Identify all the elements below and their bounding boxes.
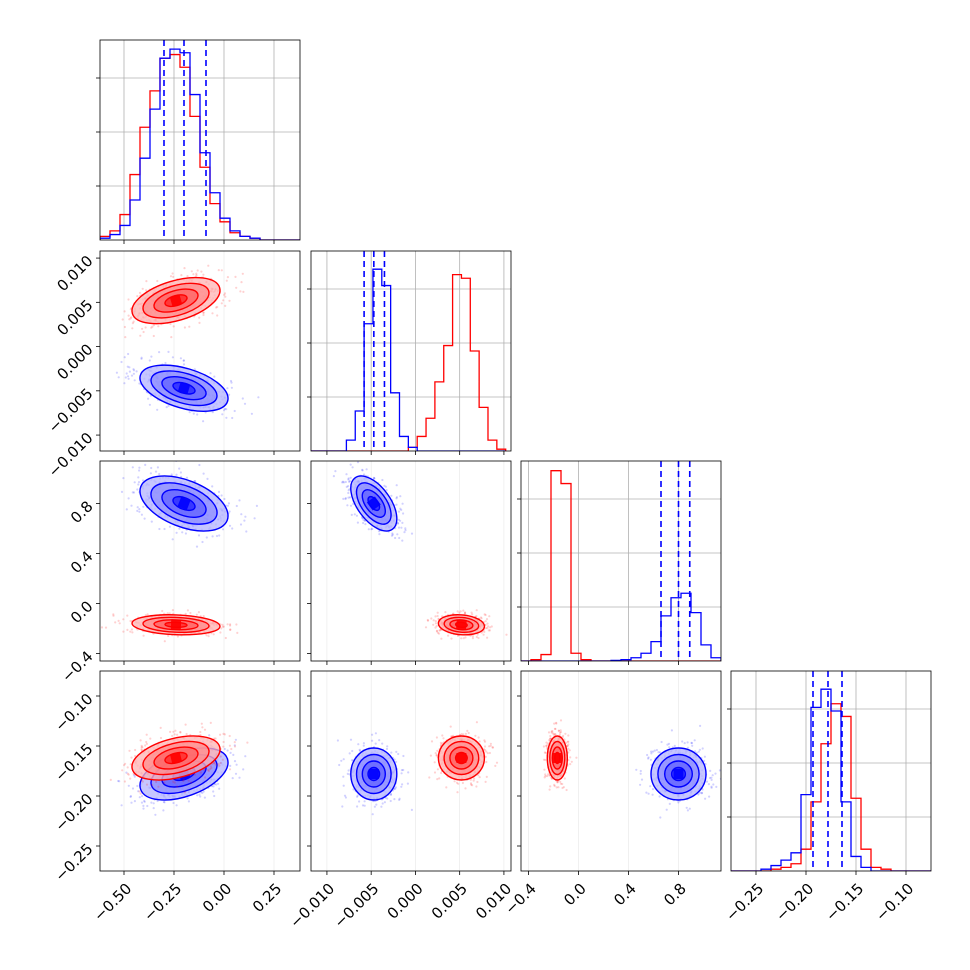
x-tick-label: 0.4	[610, 880, 640, 910]
y-tick-label: −0.20	[51, 790, 96, 835]
x-tick-label: 0.25	[249, 880, 285, 916]
x-tick-label: 0.000	[384, 880, 427, 923]
panel-frame	[520, 670, 722, 872]
panel-2-1	[310, 460, 512, 662]
histogram-blue	[311, 268, 506, 451]
panel-3-2	[520, 670, 722, 872]
panel-frame	[310, 250, 512, 452]
x-tick-label: −0.25	[722, 880, 767, 925]
y-tick-label: 0.010	[53, 252, 96, 295]
y-tick-label: −0.25	[51, 840, 96, 885]
histogram-red	[311, 273, 507, 451]
histogram-blue	[521, 592, 721, 661]
panel-1-0	[99, 250, 301, 452]
y-tick-label: −0.10	[51, 690, 96, 735]
x-tick-label: −0.25	[140, 880, 185, 925]
panel-frame	[310, 670, 512, 872]
x-tick-label: 0.00	[199, 880, 235, 916]
panel-frame	[99, 460, 301, 662]
x-tick-label: −0.20	[772, 880, 817, 925]
y-tick-label: 0.4	[67, 547, 97, 577]
contours-red	[437, 614, 486, 636]
x-tick-label: 0.0	[560, 880, 590, 910]
histogram-blue	[731, 688, 931, 871]
contours-red	[131, 276, 221, 325]
y-tick-label: 0.000	[53, 340, 96, 383]
contours-blue	[350, 747, 398, 801]
panel-2-0	[99, 460, 301, 662]
panel-0-0	[99, 39, 301, 241]
contours-blue	[650, 747, 707, 801]
panel-frame	[99, 670, 301, 872]
histogram-blue	[100, 48, 300, 240]
panel-2-2	[520, 460, 722, 662]
y-tick-label: 0.0	[67, 597, 97, 627]
panel-3-1	[310, 670, 512, 872]
x-tick-label: 0.8	[660, 880, 690, 910]
x-tick-label: −0.010	[286, 880, 338, 932]
y-tick-label: −0.15	[51, 740, 96, 785]
y-tick-label: 0.8	[67, 497, 97, 527]
y-tick-label: −0.005	[45, 385, 97, 437]
contours-red	[131, 614, 221, 636]
panel-frame	[520, 460, 722, 662]
x-tick-label: −0.50	[90, 880, 135, 925]
y-tick-label: 0.005	[53, 296, 96, 339]
contours-blue	[350, 475, 398, 532]
histogram-red	[731, 703, 931, 871]
contours-red	[437, 735, 486, 781]
x-tick-label: −0.005	[331, 880, 383, 932]
x-tick-label: −0.10	[872, 880, 917, 925]
panel-frame	[310, 460, 512, 662]
panel-frame	[99, 250, 301, 452]
contours-blue	[139, 364, 229, 412]
panel-1-1	[310, 250, 512, 452]
panel-frame	[99, 39, 301, 241]
contours-blue	[139, 475, 229, 532]
panel-frame	[730, 670, 932, 872]
panel-3-3	[730, 670, 932, 872]
contours-red	[546, 735, 568, 781]
contours-red	[131, 735, 221, 781]
y-tick-label: −0.4	[58, 647, 96, 685]
x-tick-label: −0.15	[822, 880, 867, 925]
x-tick-label: 0.005	[428, 880, 471, 923]
y-tick-label: −0.010	[45, 429, 97, 481]
panel-3-0	[99, 670, 301, 872]
